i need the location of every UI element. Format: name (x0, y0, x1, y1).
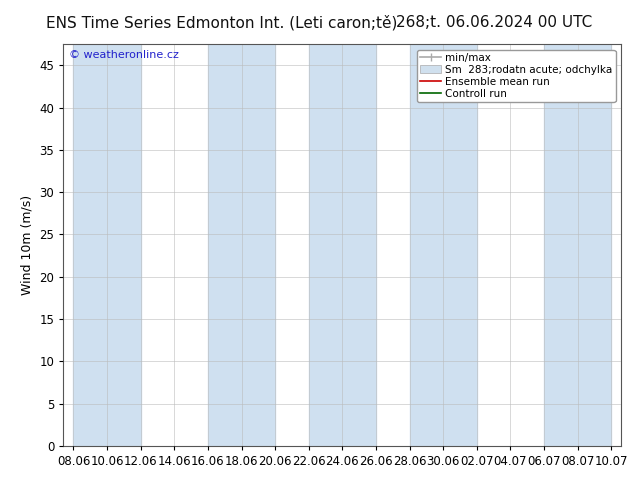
Bar (208, 44, 275, 446)
Bar (410, 44, 477, 446)
Bar (544, 44, 611, 446)
Text: 268;t. 06.06.2024 00 UTC: 268;t. 06.06.2024 00 UTC (396, 15, 593, 30)
Bar (309, 44, 376, 446)
Y-axis label: Wind 10m (m/s): Wind 10m (m/s) (21, 195, 34, 295)
Text: © weatheronline.cz: © weatheronline.cz (69, 50, 179, 60)
Bar (74, 44, 141, 446)
Text: ENS Time Series Edmonton Int. (Leti caron;tě): ENS Time Series Edmonton Int. (Leti caro… (46, 15, 398, 30)
Legend: min/max, Sm  283;rodatn acute; odchylka, Ensemble mean run, Controll run: min/max, Sm 283;rodatn acute; odchylka, … (417, 49, 616, 102)
